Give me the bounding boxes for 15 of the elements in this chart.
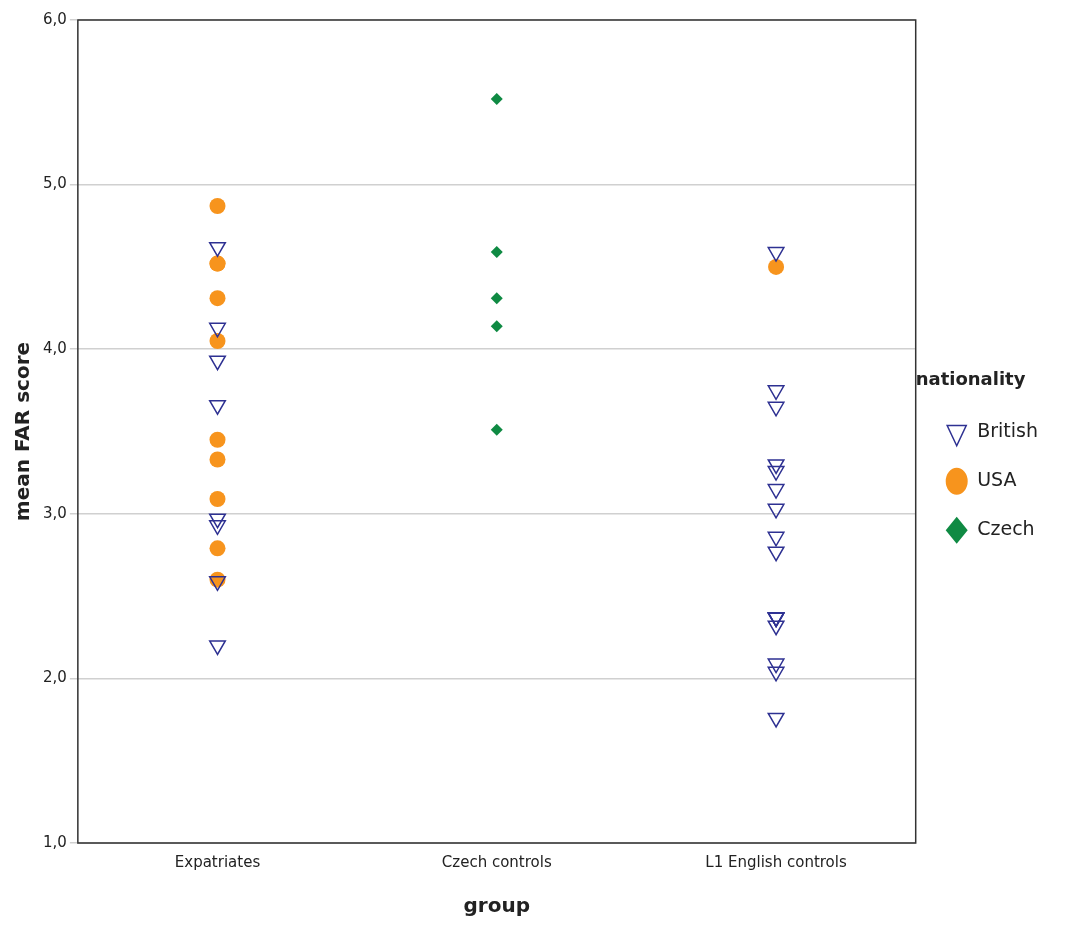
y-tick-label: 3,0	[43, 503, 67, 522]
x-tick-label: Czech controls	[441, 852, 552, 871]
y-tick-label: 6,0	[43, 9, 67, 28]
y-tick-label: 1,0	[43, 832, 67, 851]
legend-label: USA	[977, 468, 1017, 491]
y-axis-title: mean FAR score	[10, 341, 35, 522]
legend-title: nationality	[915, 367, 1026, 389]
y-tick-label: 4,0	[43, 339, 67, 358]
x-tick-label: L1 English controls	[705, 852, 847, 871]
legend-label: British	[977, 419, 1038, 442]
y-tick-label: 5,0	[43, 174, 67, 193]
x-axis-title: group	[463, 893, 531, 918]
x-tick-label: Expatriates	[174, 852, 261, 871]
y-tick-label: 2,0	[43, 668, 67, 687]
legend-label: Czech	[977, 517, 1035, 540]
